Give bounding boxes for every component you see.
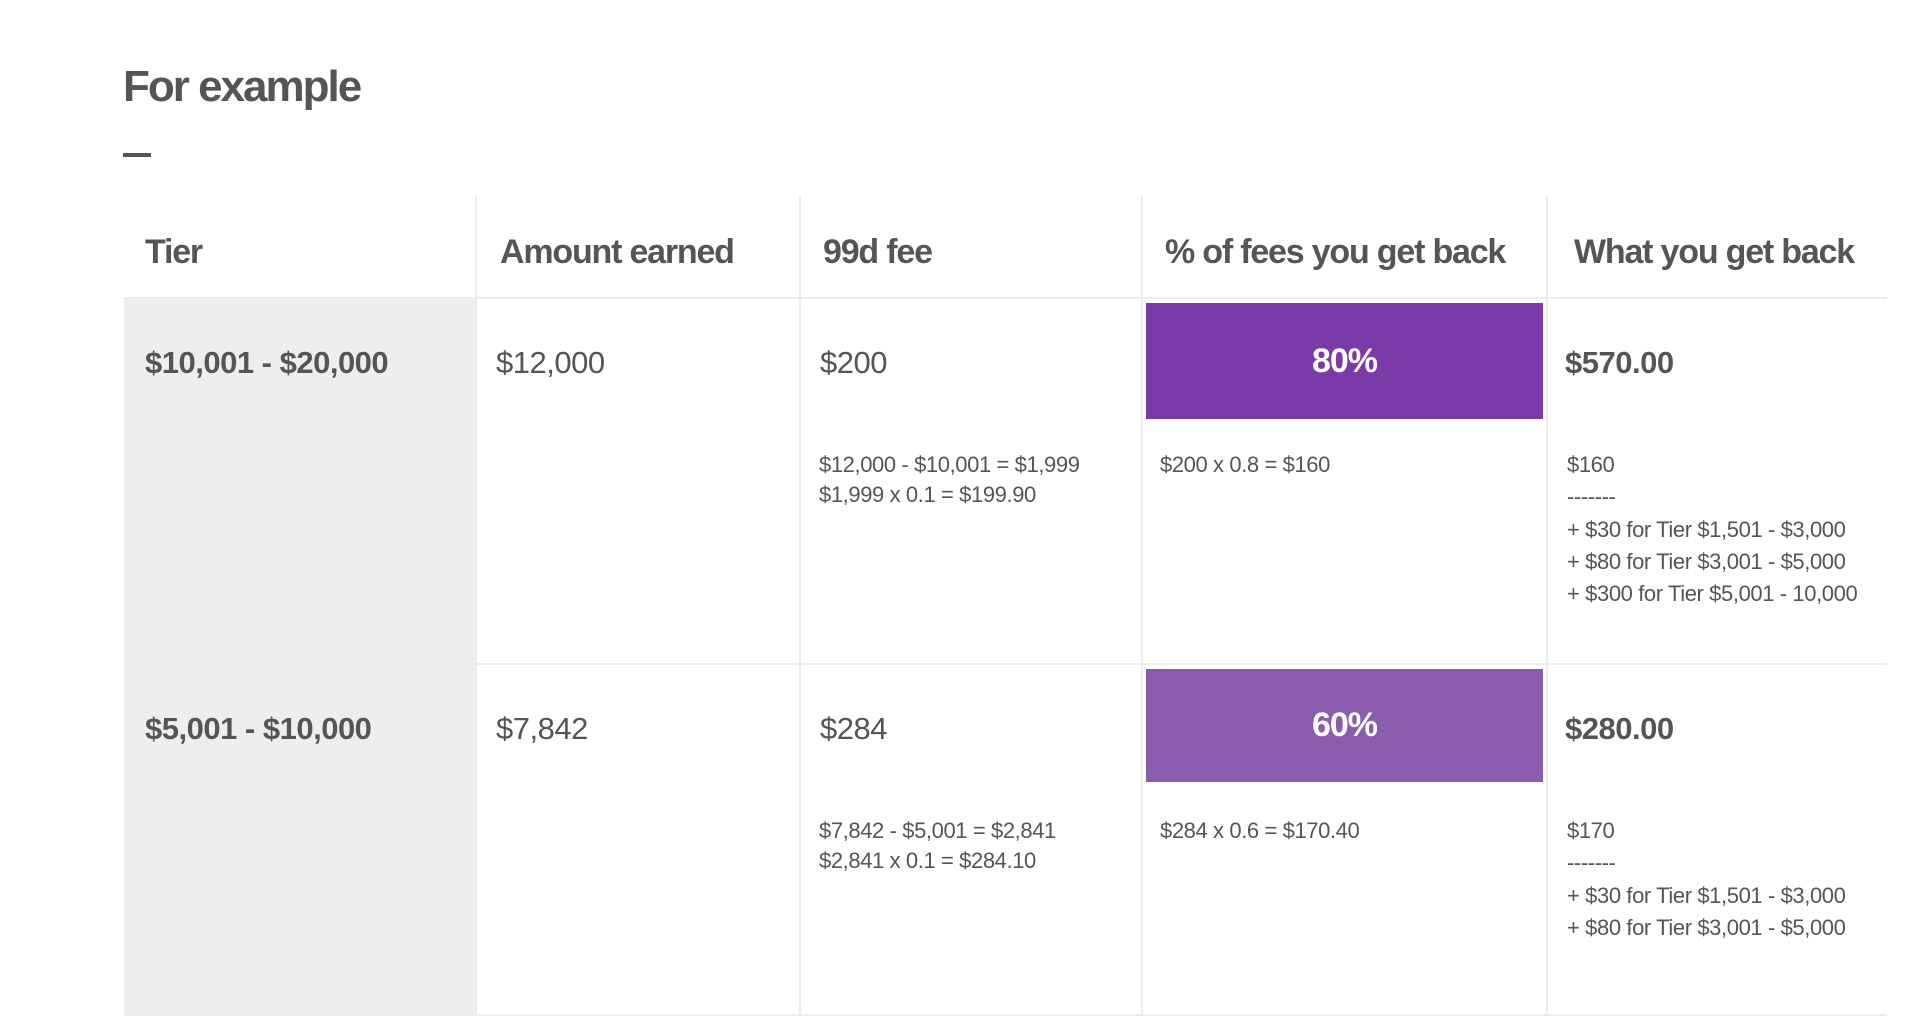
get-back: $570.00 xyxy=(1565,345,1674,380)
column-header: Tier xyxy=(145,233,203,271)
fee-calc-line: $12,000 - $10,001 = $1,999 xyxy=(819,452,1080,477)
row-divider xyxy=(124,1014,1887,1016)
fee: $284 xyxy=(820,711,887,746)
fee-calc-line: $2,841 x 0.1 = $284.10 xyxy=(819,848,1036,873)
row-divider xyxy=(124,663,1887,665)
get-back-calc-line: $160 xyxy=(1567,452,1615,477)
amount: $12,000 xyxy=(496,345,605,380)
get-back-calc-line: ------- xyxy=(1567,850,1616,876)
tier: $5,001 - $10,000 xyxy=(145,711,372,746)
tier: $10,001 - $20,000 xyxy=(145,345,389,380)
column-divider xyxy=(799,196,801,1016)
get-back-calc-line: + $300 for Tier $5,001 - 10,000 xyxy=(1567,581,1858,607)
amount: $7,842 xyxy=(496,711,588,746)
get-back: $280.00 xyxy=(1565,711,1674,746)
fee: $200 xyxy=(820,345,887,380)
title: For example xyxy=(123,62,362,111)
percent-box: 80% xyxy=(1146,303,1543,419)
get-back-calc-line: + $80 for Tier $3,001 - $5,000 xyxy=(1567,914,1846,940)
get-back-calc-line: $170 xyxy=(1567,818,1615,843)
tier-cell-bg xyxy=(124,297,475,663)
column-header: 99d fee xyxy=(823,233,933,271)
fee-calc-line: $7,842 - $5,001 = $2,841 xyxy=(819,818,1056,843)
column-divider xyxy=(475,196,477,1016)
row-divider xyxy=(124,297,1887,299)
column-header: % of fees you get back xyxy=(1165,233,1506,271)
divider xyxy=(123,153,151,157)
column-header: What you get back xyxy=(1574,233,1855,271)
column-header: Amount earned xyxy=(500,233,735,271)
column-divider xyxy=(1546,196,1548,1016)
column-divider xyxy=(1141,196,1143,1016)
get-back-calc-line: ------- xyxy=(1567,484,1616,510)
percent-box: 60% xyxy=(1146,669,1543,782)
tier-cell-bg xyxy=(124,663,475,1016)
get-back-calc-line: + $30 for Tier $1,501 - $3,000 xyxy=(1567,516,1846,542)
get-back-calc-line: + $30 for Tier $1,501 - $3,000 xyxy=(1567,882,1846,908)
percent-calc: $200 x 0.8 = $160 xyxy=(1160,452,1330,477)
fee-calc-line: $1,999 x 0.1 = $199.90 xyxy=(819,482,1036,507)
percent-calc: $284 x 0.6 = $170.40 xyxy=(1160,818,1360,843)
get-back-calc-line: + $80 for Tier $3,001 - $5,000 xyxy=(1567,548,1846,574)
